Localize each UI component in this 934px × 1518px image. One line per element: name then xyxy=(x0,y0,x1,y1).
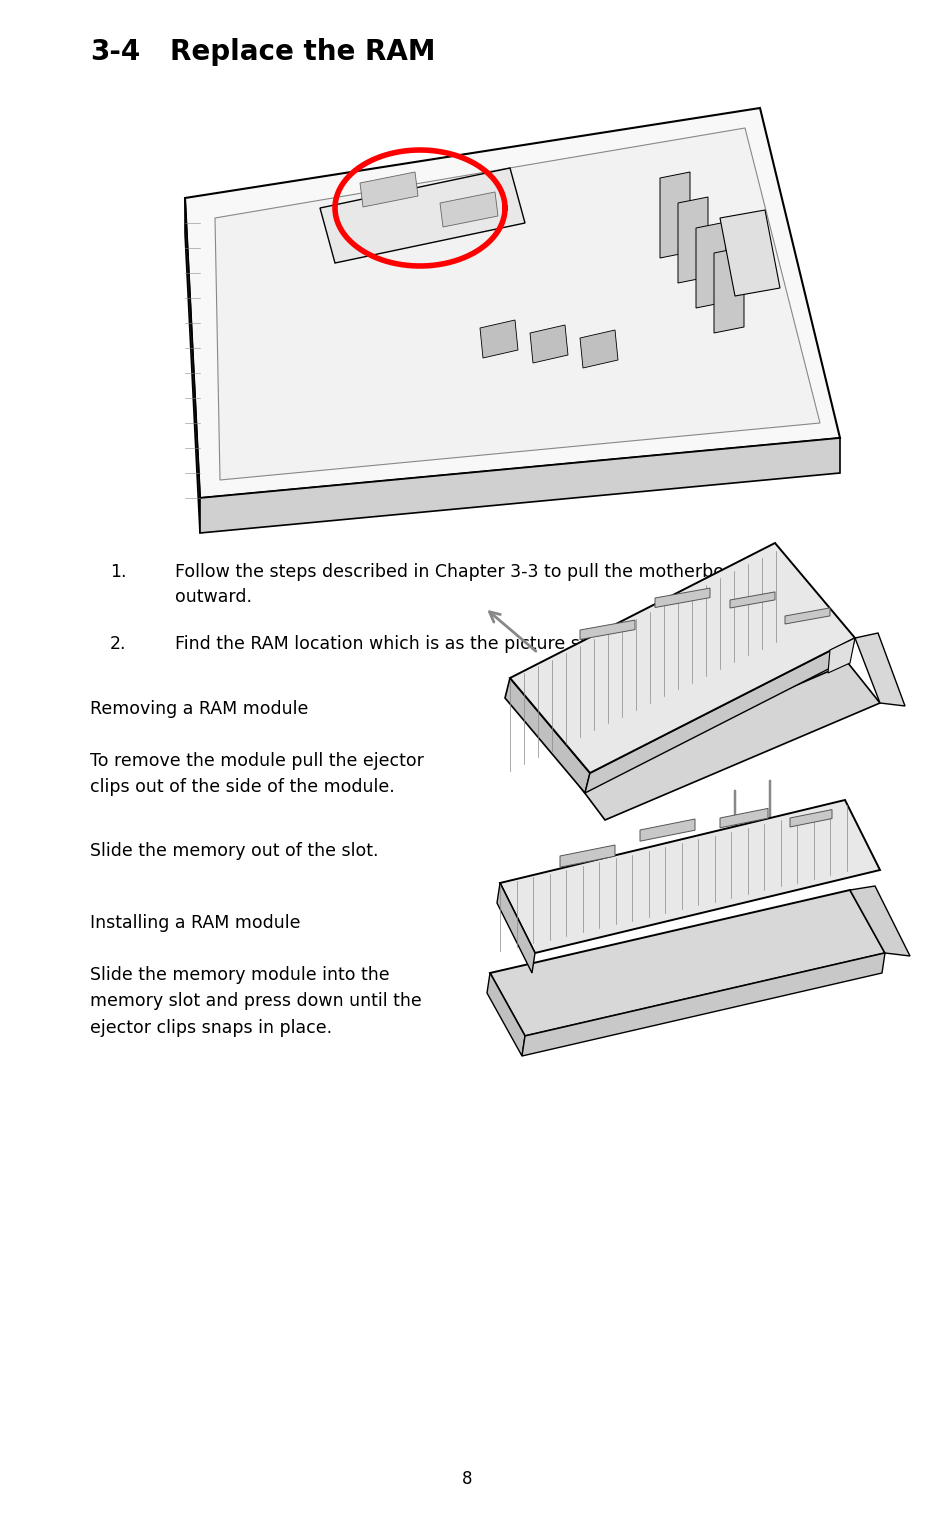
Polygon shape xyxy=(497,883,535,973)
Text: Removing a RAM module: Removing a RAM module xyxy=(90,700,308,718)
Text: Follow the steps described in Chapter 3-3 to pull the motherboard tray
outward.: Follow the steps described in Chapter 3-… xyxy=(175,563,793,606)
Text: 8: 8 xyxy=(461,1469,473,1488)
Polygon shape xyxy=(522,953,885,1057)
Text: Replace the RAM: Replace the RAM xyxy=(170,38,435,65)
Polygon shape xyxy=(185,108,840,498)
Polygon shape xyxy=(850,887,910,956)
Polygon shape xyxy=(185,197,200,533)
Polygon shape xyxy=(580,329,618,367)
Polygon shape xyxy=(660,172,690,258)
Polygon shape xyxy=(487,973,525,1057)
Text: 1.: 1. xyxy=(110,563,126,581)
Polygon shape xyxy=(730,592,775,609)
Text: Slide the memory module into the
memory slot and press down until the
ejector cl: Slide the memory module into the memory … xyxy=(90,965,422,1037)
Polygon shape xyxy=(640,820,695,841)
Polygon shape xyxy=(215,128,820,480)
Polygon shape xyxy=(510,543,855,773)
Text: Slide the memory out of the slot.: Slide the memory out of the slot. xyxy=(90,842,378,861)
Polygon shape xyxy=(200,439,840,533)
Text: Installing a RAM module: Installing a RAM module xyxy=(90,914,301,932)
Polygon shape xyxy=(696,222,726,308)
Polygon shape xyxy=(828,638,855,672)
Text: 2.: 2. xyxy=(110,635,126,653)
Polygon shape xyxy=(714,247,744,332)
Polygon shape xyxy=(785,607,830,624)
Polygon shape xyxy=(560,846,615,867)
Polygon shape xyxy=(720,209,780,296)
Polygon shape xyxy=(505,679,590,792)
Polygon shape xyxy=(440,191,498,228)
Polygon shape xyxy=(530,325,568,363)
Polygon shape xyxy=(575,663,880,820)
Polygon shape xyxy=(678,197,708,282)
Text: To remove the module pull the ejector
clips out of the side of the module.: To remove the module pull the ejector cl… xyxy=(90,751,424,797)
Polygon shape xyxy=(790,809,832,827)
Polygon shape xyxy=(580,619,635,639)
Polygon shape xyxy=(720,809,768,827)
Polygon shape xyxy=(855,633,905,706)
Polygon shape xyxy=(480,320,518,358)
Polygon shape xyxy=(320,168,525,263)
Polygon shape xyxy=(360,172,418,206)
Polygon shape xyxy=(490,890,885,1035)
Text: Find the RAM location which is as the picture shown.: Find the RAM location which is as the pi… xyxy=(175,635,632,653)
Polygon shape xyxy=(585,638,855,792)
Polygon shape xyxy=(655,587,710,607)
Polygon shape xyxy=(500,800,880,953)
Text: 3-4: 3-4 xyxy=(90,38,140,65)
